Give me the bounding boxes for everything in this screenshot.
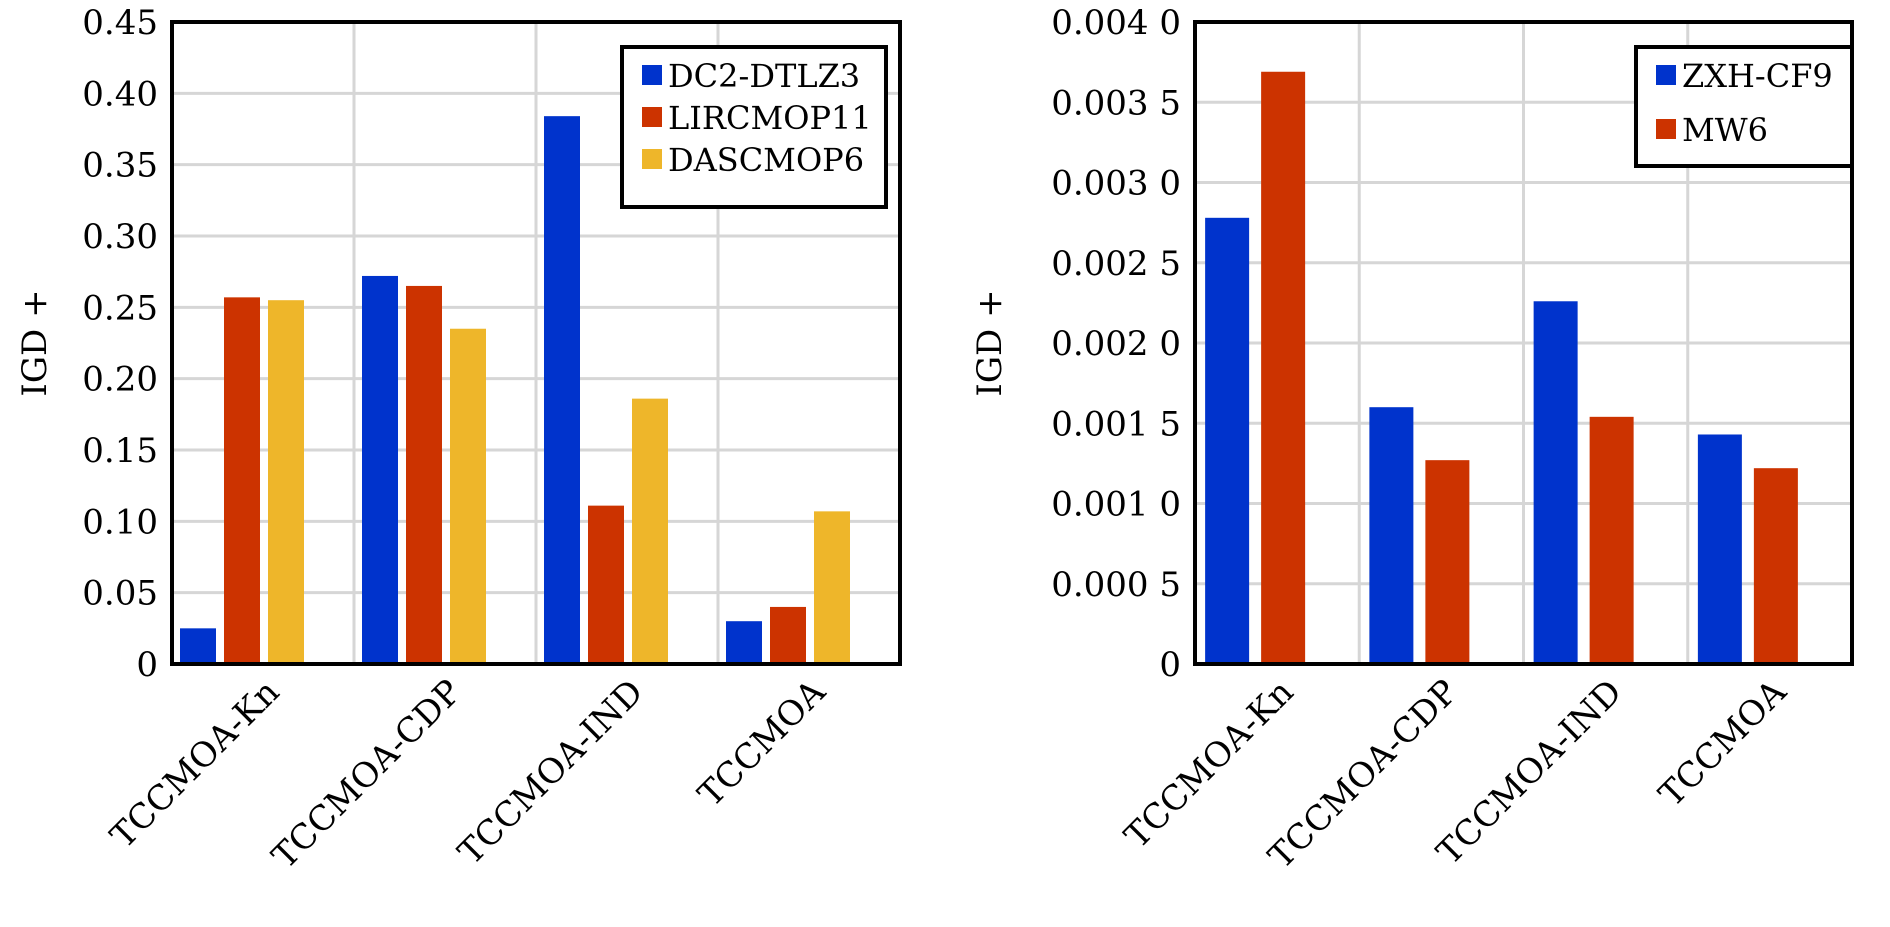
legend-label: MW6 [1682,111,1768,149]
y-tick-label: 0.004 0 [1051,3,1181,43]
legend-swatch [1656,119,1676,139]
legend-swatch [642,107,662,127]
x-tick-label: TCCMOA-IND [451,672,652,873]
bar-zxh-cf9-tccmoa-ind [1533,301,1578,664]
legend-label: LIRCMOP11 [668,99,872,137]
bar-mw6-tccmoa-ind [1589,416,1634,664]
bar-dc2-dtlz3-tccmoa-cdp [362,275,398,664]
y-tick-label: 0.003 5 [1051,83,1181,123]
y-axis-title: IGD + [15,289,55,396]
y-tick-label: 0.000 5 [1051,565,1181,605]
y-tick-label: 0.40 [82,74,158,114]
plot-frame [170,20,902,666]
bar-mw6-tccmoa-kn [1261,71,1306,664]
legend-label: ZXH-CF9 [1682,57,1833,95]
legend-box [620,45,888,209]
y-tick-label: 0 [1159,645,1181,685]
bar-dascmop6-tccmoa-ind [632,398,668,664]
legend: DC2-DTLZ3 LIRCMOP11 DASCMOP6 [620,45,888,209]
x-tick-label: TCCMOA [691,672,834,815]
bar-lircmop11-tccmoa [770,606,806,664]
y-tick-label: 0.35 [82,146,158,186]
y-tick-label: 0.10 [82,502,158,542]
bar-mw6-tccmoa-cdp [1425,460,1470,664]
y-tick-label: 0.002 0 [1051,324,1181,364]
legend-box [1634,45,1854,168]
bar-dascmop6-tccmoa [814,511,850,664]
legend-swatch [642,65,662,85]
y-tick-label: 0.001 0 [1051,485,1181,525]
y-tick-label: 0.25 [82,288,158,328]
y-axis-title: IGD + [970,289,1010,396]
chart-2: 0 0.000 5 0.001 0 0.001 5 0.002 0 0.002 5 0.00… [970,3,1854,877]
y-tick-label: 0.003 0 [1051,164,1181,204]
legend-swatch [642,149,662,169]
bar-zxh-cf9-tccmoa [1697,434,1742,664]
bar-lircmop11-tccmoa-cdp [406,285,442,664]
bar-mw6-tccmoa [1753,468,1798,664]
x-tick-label: TCCMOA [1651,672,1794,815]
y-tick-label: 0.45 [82,3,158,43]
bar-zxh-cf9-tccmoa-kn [1205,217,1250,664]
bar-dc2-dtlz3-tccmoa-ind [544,116,580,664]
legend-label: DC2-DTLZ3 [668,57,860,95]
x-tick-label: TCCMOA-CDP [265,672,470,877]
legend-swatch [1656,65,1676,85]
bar-dascmop6-tccmoa-kn [268,300,304,664]
y-tick-label: 0.05 [82,574,158,614]
bar-lircmop11-tccmoa-kn [224,297,260,664]
y-tick-label: 0.15 [82,431,158,471]
bar-dc2-dtlz3-tccmoa [726,621,762,664]
chart-1: 0 0.05 0.10 0.15 0.20 0.25 0.30 0.35 0.40 0.45 TCC… [15,3,902,877]
bar-zxh-cf9-tccmoa-cdp [1369,407,1414,664]
legend-label: DASCMOP6 [668,141,864,179]
x-tick-label: TCCMOA-Kn [1117,672,1301,856]
y-tick-label: 0.002 5 [1051,244,1181,284]
y-tick-label: 0.30 [82,217,158,257]
y-tick-label: 0.20 [82,360,158,400]
bar-lircmop11-tccmoa-ind [588,505,624,664]
y-tick-label: 0 [136,645,158,685]
x-tick-label: TCCMOA-Kn [103,672,287,856]
bar-dascmop6-tccmoa-cdp [450,328,486,664]
plot-frame [1193,20,1854,666]
legend: ZXH-CF9 MW6 [1634,45,1854,168]
bar-dc2-dtlz3-tccmoa-kn [180,628,216,664]
y-tick-label: 0.001 5 [1051,404,1181,444]
